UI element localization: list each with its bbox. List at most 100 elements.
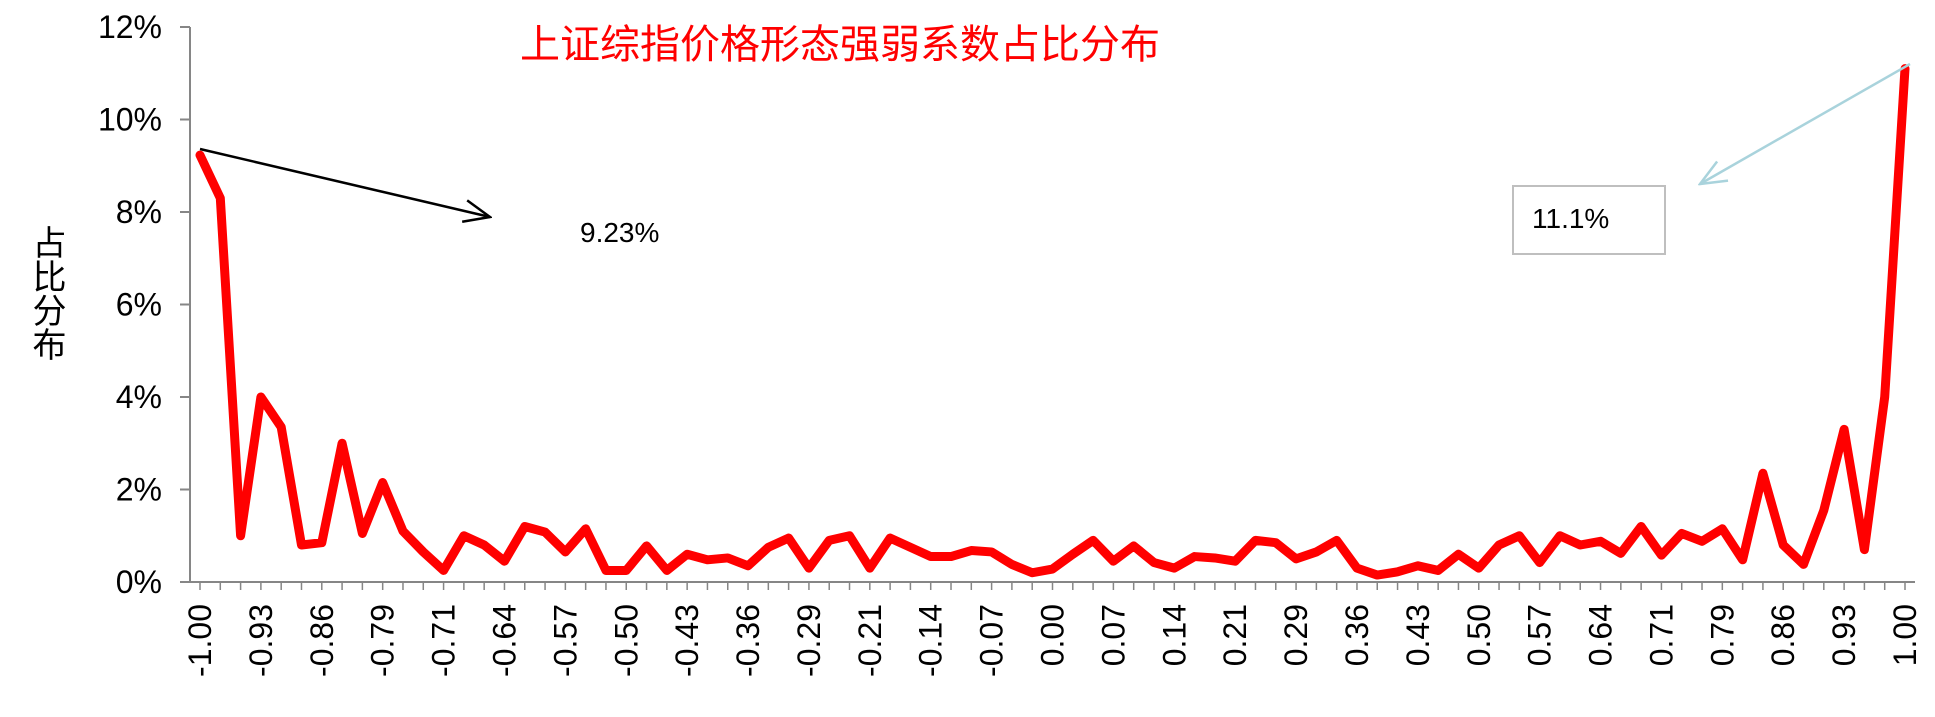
x-tick-label: 0.36 bbox=[1339, 604, 1375, 666]
data-point bbox=[1011, 563, 1013, 565]
chart-title: 上证综指价格形态强弱系数占比分布 bbox=[520, 22, 1160, 68]
data-point bbox=[889, 537, 891, 539]
data-point bbox=[1803, 563, 1805, 565]
y-tick-label: 10% bbox=[98, 102, 162, 138]
data-point bbox=[1823, 509, 1825, 511]
series-group bbox=[195, 64, 1910, 580]
data-point bbox=[361, 532, 363, 534]
data-point bbox=[422, 551, 424, 553]
data-point bbox=[849, 535, 851, 537]
y-tick-label: 6% bbox=[116, 287, 162, 323]
y-axis-title: 占比分布 bbox=[26, 225, 66, 361]
data-point bbox=[1742, 559, 1744, 561]
data-point bbox=[463, 535, 465, 537]
data-point bbox=[1254, 539, 1256, 541]
data-point bbox=[706, 559, 708, 561]
x-tick-label: 0.64 bbox=[1583, 604, 1619, 666]
data-point bbox=[341, 442, 343, 444]
x-tick-label: -1.00 bbox=[182, 604, 218, 677]
annotation-box-right bbox=[1512, 185, 1666, 255]
annotation-arrow-right bbox=[1700, 62, 1911, 184]
data-point bbox=[808, 567, 810, 569]
data-point bbox=[625, 569, 627, 571]
data-point bbox=[1072, 553, 1074, 555]
data-point bbox=[1600, 540, 1602, 542]
data-point bbox=[564, 551, 566, 553]
data-point bbox=[321, 542, 323, 544]
x-tick-label: 0.93 bbox=[1826, 604, 1862, 666]
data-point bbox=[1620, 552, 1622, 554]
data-point bbox=[199, 154, 201, 156]
series-line bbox=[195, 64, 1910, 580]
data-point bbox=[524, 526, 526, 527]
y-tick-label: 2% bbox=[116, 472, 162, 508]
annotation-label-left: 9.23% bbox=[580, 217, 659, 248]
data-point bbox=[686, 553, 688, 555]
data-point bbox=[1031, 572, 1033, 574]
x-tick-label: -0.50 bbox=[608, 604, 644, 677]
x-tick-label: 0.79 bbox=[1704, 604, 1740, 666]
data-point bbox=[1559, 535, 1561, 537]
data-point bbox=[1762, 472, 1764, 474]
data-point bbox=[605, 569, 607, 571]
x-tick-label: 0.86 bbox=[1765, 604, 1801, 666]
y-axis-ticks: 0% 2% 4% 6% 8% 10% 12% bbox=[98, 9, 190, 600]
annotations: 9.23% 11.1% bbox=[199, 62, 1911, 255]
data-point bbox=[443, 569, 445, 571]
x-tick-label: -0.57 bbox=[547, 604, 583, 677]
data-point bbox=[1214, 557, 1216, 559]
x-tick-label: -0.14 bbox=[913, 604, 949, 677]
data-point bbox=[503, 560, 505, 562]
data-point bbox=[869, 567, 871, 569]
x-tick-label: 0.14 bbox=[1156, 604, 1192, 666]
x-tick-label: -0.93 bbox=[243, 604, 279, 677]
data-point bbox=[1457, 553, 1459, 555]
x-tick-label: -0.21 bbox=[852, 604, 888, 677]
data-point bbox=[828, 539, 830, 541]
data-point bbox=[1173, 567, 1175, 569]
annotation-label-right: 11.1% bbox=[1532, 203, 1609, 234]
data-point bbox=[1437, 569, 1439, 571]
data-point bbox=[1397, 571, 1399, 573]
data-point bbox=[1315, 551, 1317, 553]
x-tick-label: -0.86 bbox=[304, 604, 340, 677]
data-point bbox=[1153, 562, 1155, 564]
data-point bbox=[788, 537, 790, 539]
x-tick-label: 0.43 bbox=[1400, 604, 1436, 666]
data-point bbox=[1478, 567, 1480, 569]
data-point bbox=[1518, 535, 1520, 537]
data-point bbox=[585, 528, 587, 530]
y-tick-label: 12% bbox=[98, 9, 162, 45]
axes bbox=[189, 27, 1915, 583]
data-point bbox=[1782, 544, 1784, 546]
data-point bbox=[240, 535, 242, 537]
x-tick-label: 0.00 bbox=[1035, 604, 1071, 666]
data-point bbox=[1295, 558, 1297, 560]
data-point bbox=[970, 550, 972, 552]
data-point bbox=[1417, 565, 1419, 567]
x-tick-label: -0.64 bbox=[486, 604, 522, 677]
data-point bbox=[280, 426, 282, 428]
x-tick-label: 0.57 bbox=[1522, 604, 1558, 666]
x-tick-label: -0.07 bbox=[974, 604, 1010, 677]
data-point bbox=[260, 396, 262, 398]
data-point bbox=[300, 544, 302, 546]
x-tick-label: -0.71 bbox=[426, 604, 462, 677]
data-point bbox=[727, 557, 729, 559]
data-point bbox=[1092, 539, 1094, 541]
data-point bbox=[1721, 528, 1723, 530]
data-point bbox=[1275, 542, 1277, 544]
y-tick-label: 0% bbox=[116, 564, 162, 600]
data-point bbox=[1539, 562, 1541, 564]
x-tick-label: 0.21 bbox=[1217, 604, 1253, 666]
x-tick-label: -0.79 bbox=[365, 604, 401, 677]
data-point bbox=[666, 569, 668, 571]
data-point bbox=[1884, 396, 1886, 398]
y-tick-label: 4% bbox=[116, 379, 162, 415]
data-point bbox=[1640, 526, 1642, 527]
data-point bbox=[1194, 556, 1196, 558]
data-point bbox=[909, 546, 911, 548]
data-point bbox=[991, 551, 993, 553]
data-point bbox=[1336, 539, 1338, 541]
